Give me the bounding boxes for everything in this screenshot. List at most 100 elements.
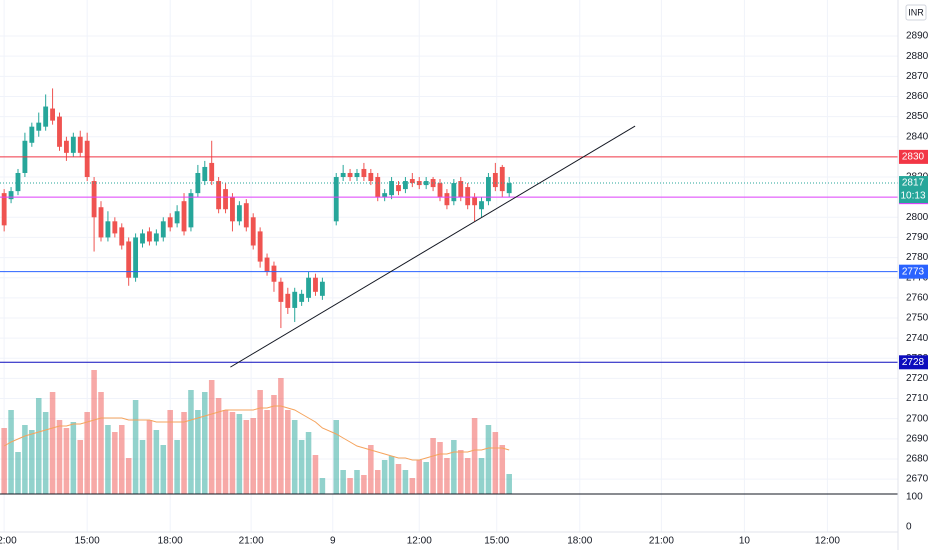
candle-body	[57, 116, 62, 147]
price-label: 2728	[902, 357, 925, 368]
volume-bar	[15, 452, 21, 494]
x-tick-label: 15:00	[484, 536, 509, 547]
candle-body	[140, 233, 145, 244]
x-tick-label: 12:00	[815, 536, 840, 547]
volume-bar	[464, 458, 471, 494]
candle-body	[299, 293, 305, 302]
y-tick-label: 2710	[906, 393, 929, 404]
volume-bar	[188, 390, 194, 494]
volume-bar	[139, 440, 146, 494]
volume-bar	[98, 392, 104, 494]
x-tick-label: 12:00	[0, 536, 17, 547]
volume-bar	[291, 420, 298, 494]
candle-body	[333, 177, 339, 222]
volume-bar	[195, 410, 201, 494]
volume-layer	[1, 370, 512, 494]
candle-body	[292, 291, 298, 308]
x-tick-label: 21:00	[649, 536, 674, 547]
volume-bar	[105, 425, 111, 494]
volume-bar	[478, 458, 485, 494]
candle-body	[167, 217, 173, 228]
countdown-label: 10:13	[900, 191, 925, 202]
volume-bar	[437, 442, 443, 494]
volume-bar	[70, 422, 77, 494]
volume-bar	[285, 410, 291, 494]
lower-tick-label: 100	[906, 492, 923, 503]
volume-bar	[8, 410, 14, 494]
volume-bar	[257, 390, 263, 494]
candle-body	[84, 140, 90, 178]
y-tick-label: 2670	[906, 474, 929, 485]
candle-body	[195, 172, 201, 194]
volume-bar	[361, 475, 367, 494]
y-tick-label: 2760	[906, 292, 929, 303]
trendline	[230, 125, 636, 368]
candle-body	[451, 183, 457, 202]
volume-bar	[215, 398, 222, 494]
y-tick-label: 2690	[906, 433, 929, 444]
candle-body	[375, 177, 381, 198]
volume-bar	[146, 420, 153, 494]
last-price-box	[899, 176, 928, 204]
volume-bar	[49, 392, 56, 494]
candle-body	[389, 181, 394, 196]
currency-box[interactable]	[905, 4, 927, 21]
volume-ma-line	[3, 405, 510, 461]
volume-bar	[160, 445, 167, 494]
x-tick-label: 15:00	[75, 536, 100, 547]
y-tick-label: 2800	[906, 212, 929, 223]
price-label-box	[899, 355, 928, 370]
candle-body	[216, 181, 222, 210]
candle-body	[50, 108, 56, 121]
candle-body	[499, 166, 505, 192]
volume-bar	[167, 410, 173, 494]
volume-bar	[388, 456, 395, 494]
volume-bar	[444, 458, 450, 494]
candle-body	[492, 172, 498, 188]
candle-body	[354, 172, 360, 178]
x-tick-label: 10	[739, 536, 751, 547]
volume-bar	[506, 474, 512, 494]
candle-body	[209, 162, 215, 182]
volume-bar	[354, 470, 360, 494]
volume-bar	[153, 430, 160, 494]
volume-bar	[118, 425, 125, 494]
plot-layer	[0, 88, 898, 368]
volume-bar	[63, 428, 70, 494]
candle-body	[236, 205, 242, 222]
candle-body	[112, 221, 118, 234]
candle-body	[29, 126, 35, 143]
x-tick-label: 18:00	[158, 536, 183, 547]
candle-body	[230, 197, 235, 222]
y-tick-label: 2680	[906, 454, 929, 465]
y-tick-label: 2790	[906, 232, 929, 243]
candle-body	[313, 277, 318, 292]
candle-body	[147, 231, 152, 242]
volume-bar	[430, 438, 436, 494]
y-tick-label: 2750	[906, 313, 929, 324]
volume-bar	[298, 440, 305, 494]
volume-bar	[84, 412, 90, 494]
volume-bar	[56, 420, 63, 494]
candle-body	[133, 237, 139, 278]
candle-body	[43, 106, 49, 127]
volume-bar	[222, 410, 229, 494]
candle-body	[160, 221, 166, 238]
volume-bar	[35, 398, 42, 494]
volume-bar	[132, 400, 139, 494]
y-tick-label: 2780	[906, 252, 929, 263]
candle-body	[444, 193, 450, 206]
price-label-box	[899, 264, 928, 279]
volume-bar	[125, 458, 132, 494]
volume-bar	[368, 445, 374, 494]
x-tick-label: 9	[330, 536, 336, 547]
volume-bar	[395, 464, 402, 494]
candle-body	[458, 181, 464, 198]
volume-bar	[91, 370, 97, 494]
y-tick-label: 2870	[906, 71, 929, 82]
candle-body	[472, 197, 478, 206]
candle-body	[174, 211, 180, 224]
candle-body	[416, 181, 422, 186]
